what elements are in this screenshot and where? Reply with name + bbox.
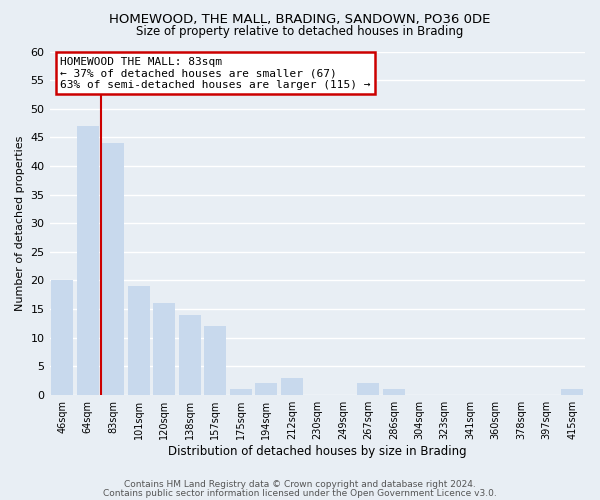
X-axis label: Distribution of detached houses by size in Brading: Distribution of detached houses by size … [168, 444, 467, 458]
Bar [205, 326, 226, 394]
Bar [77, 126, 98, 394]
Y-axis label: Number of detached properties: Number of detached properties [15, 136, 25, 311]
Bar [562, 389, 583, 394]
Text: Contains HM Land Registry data © Crown copyright and database right 2024.: Contains HM Land Registry data © Crown c… [124, 480, 476, 489]
Bar [230, 389, 251, 394]
Bar [358, 384, 379, 394]
Bar [52, 280, 73, 394]
Bar [256, 384, 277, 394]
Bar [281, 378, 302, 394]
Bar [179, 314, 200, 394]
Bar [128, 286, 149, 395]
Text: Size of property relative to detached houses in Brading: Size of property relative to detached ho… [136, 25, 464, 38]
Bar [383, 389, 404, 394]
Bar [103, 143, 124, 395]
Text: Contains public sector information licensed under the Open Government Licence v3: Contains public sector information licen… [103, 488, 497, 498]
Text: HOMEWOOD THE MALL: 83sqm
← 37% of detached houses are smaller (67)
63% of semi-d: HOMEWOOD THE MALL: 83sqm ← 37% of detach… [60, 56, 371, 90]
Text: HOMEWOOD, THE MALL, BRADING, SANDOWN, PO36 0DE: HOMEWOOD, THE MALL, BRADING, SANDOWN, PO… [109, 12, 491, 26]
Bar [154, 303, 175, 394]
